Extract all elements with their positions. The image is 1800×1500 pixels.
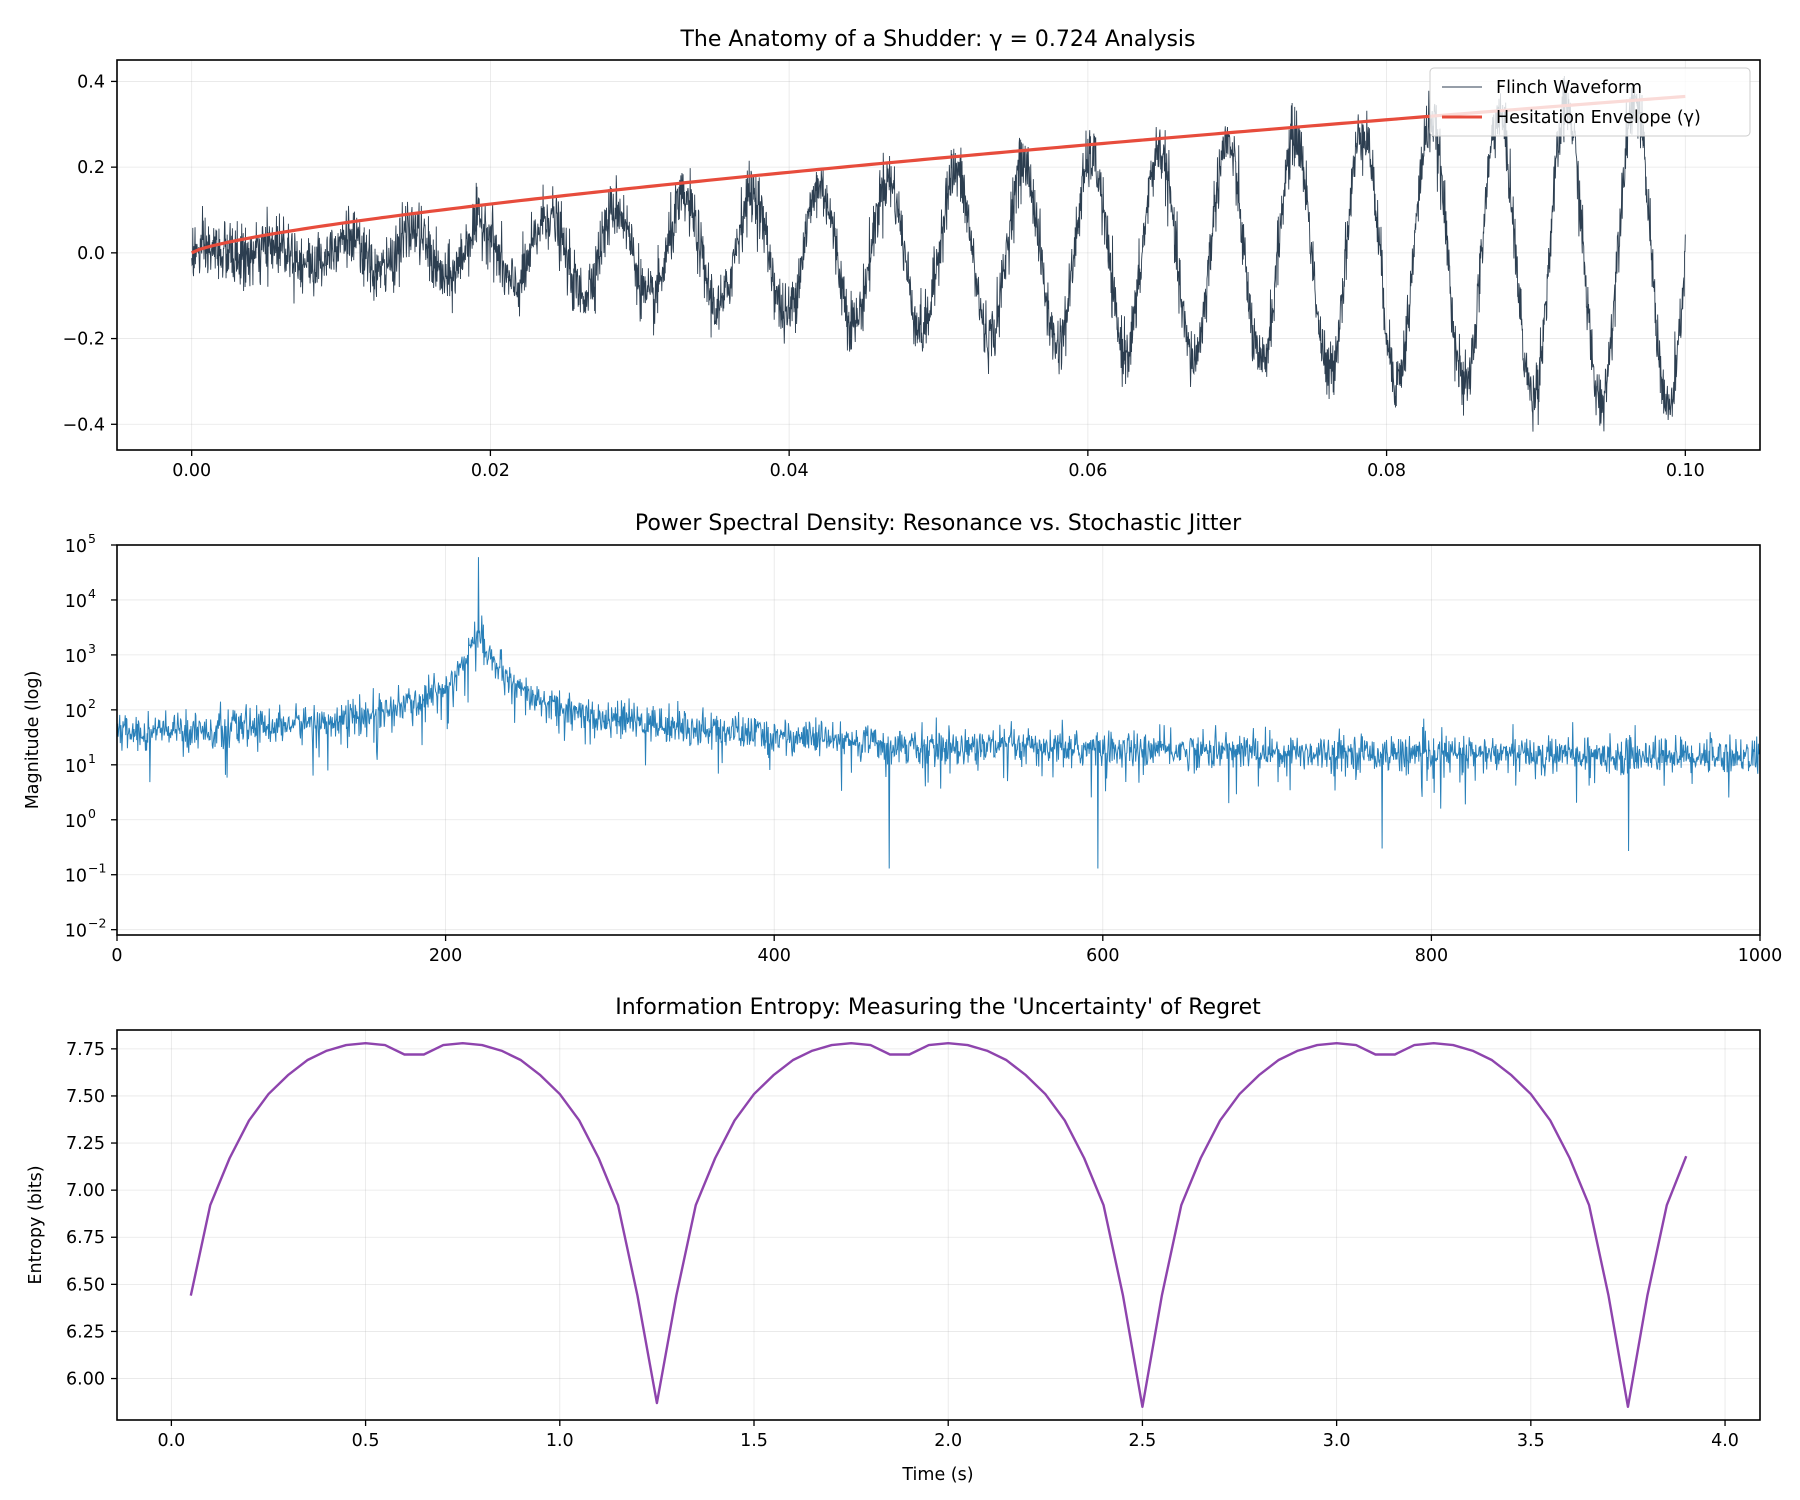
waveform-title: The Anatomy of a Shudder: γ = 0.724 Anal… [679, 27, 1195, 52]
y-tick-label: 10 0 [65, 806, 96, 832]
x-tick-label: 0 [111, 946, 122, 966]
waveform-ticks: 0.00 0.02 0.04 0.06 0.08 0.10 −0.4 −0.2 0.0 0.2 0.… [63, 72, 1705, 481]
spectrum-axes-frame [116, 544, 1761, 936]
y-tick-label-exponent: −2 [88, 916, 106, 931]
y-tick-label-base: 10 [65, 812, 87, 832]
y-tick-label-base: 10 [65, 867, 87, 887]
legend-box [1429, 67, 1751, 137]
y-tick-label-base: 10 [65, 922, 87, 942]
y-tick-label: 7.25 [66, 1134, 105, 1154]
entropy-title: Information Entropy: Measuring the 'Unce… [615, 995, 1261, 1020]
y-tick-label: 0.2 [77, 158, 105, 178]
entropy-plot-area [189, 1041, 1688, 1409]
x-tick-label: 3.0 [1323, 1431, 1351, 1451]
x-tick-label: 3.5 [1517, 1431, 1545, 1451]
x-tick-label: 200 [429, 946, 462, 966]
legend-label-flinch-waveform: Flinch Waveform [1496, 78, 1642, 98]
x-tick-label: 0.10 [1666, 461, 1705, 481]
x-tick-label: 0.02 [471, 461, 510, 481]
x-tick-label: 0.06 [1068, 461, 1107, 481]
y-tick-label: 7.00 [66, 1181, 105, 1201]
spectrum-title: Power Spectral Density: Resonance vs. St… [635, 511, 1242, 536]
y-tick-label: 10 5 [65, 531, 96, 557]
x-tick-label: 800 [1415, 946, 1448, 966]
x-tick-label: 0.08 [1367, 461, 1406, 481]
spectrum-line [117, 557, 1760, 869]
y-tick-label-base: 10 [65, 757, 87, 777]
waveform-legend: Flinch Waveform Hesitation Envelope (γ) [1429, 67, 1751, 137]
y-tick-label: 6.75 [66, 1228, 105, 1248]
y-tick-label: 7.75 [66, 1040, 105, 1060]
entropy-x-axis-label: Time (s) [901, 1465, 973, 1485]
y-tick-label-base: 10 [65, 592, 87, 612]
legend-label-hesitation-envelope: Hesitation Envelope (γ) [1496, 108, 1701, 128]
x-tick-label: 400 [757, 946, 790, 966]
y-tick-label-base: 10 [65, 537, 87, 557]
entropy-y-axis-label: Entropy (bits) [26, 1165, 46, 1284]
x-tick-label: 600 [1086, 946, 1119, 966]
y-tick-label: −0.2 [63, 330, 106, 350]
waveform-axes-frame [116, 59, 1761, 451]
y-tick-label: 10 1 [65, 751, 96, 777]
x-tick-label: 1.0 [546, 1431, 574, 1451]
y-tick-label-exponent: 3 [88, 641, 96, 656]
y-tick-label-exponent: 4 [88, 586, 96, 601]
y-tick-label-base: 10 [65, 702, 87, 722]
entropy-ticks: 0.0 0.5 1.0 1.5 2.0 2.5 3.0 3.5 4.0 6.00 6.25 6.50 6… [66, 1040, 1739, 1451]
entropy-panel: 0.0 0.5 1.0 1.5 2.0 2.5 3.0 3.5 4.0 6.00 6.25 6.50 6… [26, 995, 1761, 1485]
x-tick-label: 0.5 [352, 1431, 380, 1451]
entropy-line [189, 1041, 1688, 1409]
y-tick-label-exponent: 2 [88, 696, 96, 711]
x-tick-label: 0.04 [770, 461, 809, 481]
y-tick-label-exponent: 0 [88, 806, 96, 821]
x-tick-label: 4.0 [1711, 1431, 1739, 1451]
y-tick-label: 10 3 [65, 641, 96, 667]
x-tick-label: 0.0 [157, 1431, 185, 1451]
y-tick-label-exponent: −1 [88, 861, 106, 876]
y-tick-label: 6.00 [66, 1370, 105, 1390]
y-tick-label: 6.50 [66, 1275, 105, 1295]
spectrum-plot-area [117, 557, 1760, 869]
y-tick-label: −0.4 [63, 415, 106, 435]
y-tick-label: 0.0 [77, 244, 105, 264]
y-tick-label: 7.50 [66, 1087, 105, 1107]
waveform-panel: 0.00 0.02 0.04 0.06 0.08 0.10 −0.4 −0.2 0.0 0.2 0.… [63, 27, 1761, 481]
y-tick-label: 0.4 [77, 72, 105, 92]
x-tick-label: 0.00 [172, 461, 211, 481]
entropy-axes-frame [116, 1029, 1761, 1421]
y-tick-label: 10 −2 [65, 916, 107, 942]
spectrum-y-axis-label: Magnitude (log) [23, 671, 43, 810]
y-tick-label: 6.25 [66, 1322, 105, 1342]
y-tick-label-exponent: 1 [88, 751, 96, 766]
x-tick-label: 2.0 [934, 1431, 962, 1451]
x-tick-label: 2.5 [1128, 1431, 1156, 1451]
y-tick-label-exponent: 5 [88, 531, 96, 546]
x-tick-label: 1.5 [740, 1431, 768, 1451]
y-tick-label-base: 10 [65, 647, 87, 667]
y-tick-label: 10 2 [65, 696, 96, 722]
x-tick-label: 1000 [1738, 946, 1783, 966]
y-tick-label: 10 4 [65, 586, 96, 612]
y-tick-label: 10 −1 [65, 861, 107, 887]
